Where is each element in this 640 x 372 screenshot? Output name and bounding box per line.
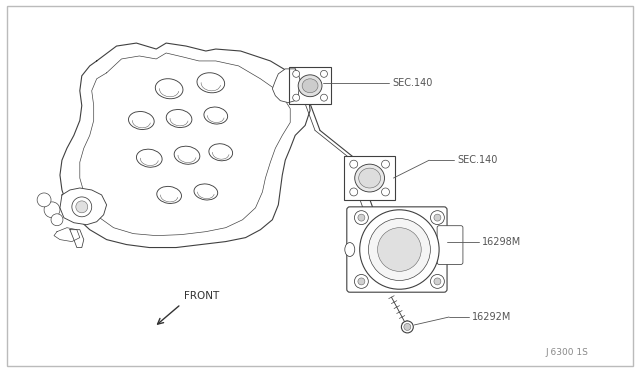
Ellipse shape (174, 146, 200, 164)
Circle shape (369, 219, 430, 280)
Circle shape (378, 228, 421, 271)
Circle shape (355, 275, 369, 288)
Polygon shape (60, 188, 107, 225)
FancyBboxPatch shape (437, 226, 463, 264)
Circle shape (355, 211, 369, 225)
Ellipse shape (298, 75, 322, 97)
Circle shape (321, 94, 328, 101)
Text: 16292M: 16292M (472, 312, 511, 322)
Ellipse shape (358, 168, 381, 188)
Polygon shape (70, 230, 84, 247)
Text: SEC.140: SEC.140 (457, 155, 497, 165)
Circle shape (431, 275, 444, 288)
FancyBboxPatch shape (347, 207, 447, 292)
Circle shape (51, 214, 63, 226)
Ellipse shape (129, 112, 154, 129)
Circle shape (401, 321, 413, 333)
Circle shape (292, 94, 300, 101)
Circle shape (72, 197, 92, 217)
Circle shape (360, 210, 439, 289)
Ellipse shape (136, 149, 162, 167)
Ellipse shape (209, 144, 232, 161)
Ellipse shape (204, 107, 228, 124)
Text: SEC.140: SEC.140 (392, 78, 433, 88)
Circle shape (292, 70, 300, 77)
Circle shape (434, 278, 441, 285)
Circle shape (76, 201, 88, 213)
Circle shape (381, 188, 390, 196)
Circle shape (321, 70, 328, 77)
FancyBboxPatch shape (344, 156, 395, 201)
Polygon shape (273, 69, 300, 103)
Polygon shape (60, 43, 310, 247)
Circle shape (434, 214, 441, 221)
Circle shape (381, 160, 390, 168)
Circle shape (358, 214, 365, 221)
Circle shape (404, 324, 411, 330)
Circle shape (37, 193, 51, 207)
Circle shape (358, 278, 365, 285)
Circle shape (350, 160, 358, 168)
Ellipse shape (194, 184, 218, 200)
Text: 16298M: 16298M (482, 237, 521, 247)
Circle shape (431, 211, 444, 225)
Ellipse shape (302, 79, 318, 93)
Ellipse shape (197, 73, 225, 93)
Text: J 6300 1S: J 6300 1S (545, 348, 588, 357)
FancyBboxPatch shape (289, 67, 331, 104)
Circle shape (44, 202, 60, 218)
Ellipse shape (166, 109, 192, 128)
Text: FRONT: FRONT (184, 291, 220, 301)
Ellipse shape (345, 243, 355, 256)
Polygon shape (54, 228, 80, 241)
Ellipse shape (156, 79, 183, 99)
Ellipse shape (355, 164, 385, 192)
Ellipse shape (157, 186, 182, 203)
Circle shape (350, 188, 358, 196)
